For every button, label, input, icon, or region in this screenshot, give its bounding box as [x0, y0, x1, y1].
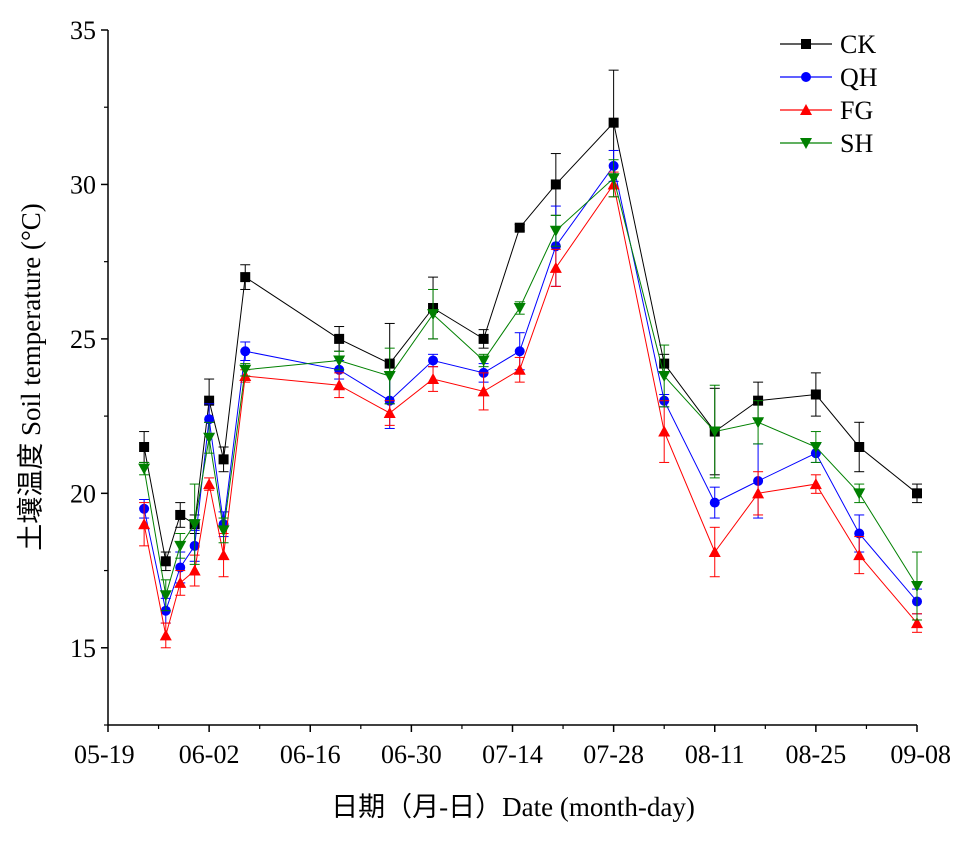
data-point-ck: [334, 333, 345, 344]
data-point-sh: [159, 590, 172, 602]
data-point-fg: [708, 546, 721, 558]
data-point-sh: [188, 519, 201, 531]
series-layer: [138, 69, 923, 649]
x-tick-label: 08-25: [786, 740, 847, 769]
series-sh: [138, 159, 923, 621]
data-point-ck: [218, 454, 229, 465]
data-point-fg: [911, 617, 923, 629]
data-point-fg: [427, 373, 440, 385]
data-point-sh: [427, 309, 440, 321]
data-point-fg: [752, 487, 765, 499]
data-point-fg: [383, 407, 396, 419]
data-point-fg: [513, 363, 526, 375]
data-point-fg: [203, 478, 216, 490]
data-point-sh: [658, 370, 671, 382]
y-tick-label: 35: [70, 16, 96, 45]
y-tick-label: 30: [70, 170, 96, 199]
data-point-sh: [752, 417, 765, 429]
data-point-fg: [549, 261, 562, 273]
data-point-fg: [658, 425, 671, 437]
data-point-ck: [160, 556, 171, 567]
data-point-qh: [204, 414, 215, 425]
data-point-fg: [809, 478, 822, 490]
x-axis-label: 日期（月-日）Date (month-day): [331, 792, 695, 822]
data-point-qh: [428, 355, 439, 366]
legend-marker-sh: [800, 138, 812, 149]
data-point-sh: [853, 488, 866, 500]
data-point-qh: [175, 562, 186, 573]
data-point-fg: [477, 385, 490, 397]
y-tick-label: 20: [70, 479, 96, 508]
data-point-ck: [912, 488, 922, 499]
legend: CK QH FG SH: [780, 30, 878, 158]
legend-marker-fg: [800, 104, 812, 115]
legend-label-fg: FG: [840, 96, 873, 125]
legend-label-ck: CK: [840, 30, 876, 59]
data-point-ck: [514, 222, 525, 233]
data-point-sh: [239, 364, 252, 376]
data-point-sh: [174, 540, 187, 552]
data-point-qh: [514, 346, 525, 357]
data-point-ck: [608, 117, 619, 128]
series-qh: [139, 149, 922, 624]
legend-marker-qh: [801, 72, 811, 82]
data-point-fg: [138, 518, 151, 530]
data-point-ck: [204, 395, 215, 406]
data-point-sh: [607, 173, 620, 185]
data-point-sh: [383, 370, 396, 382]
data-point-sh: [203, 432, 216, 444]
x-tick-label: 05-19: [74, 740, 135, 769]
data-point-sh: [333, 355, 346, 367]
data-point-fg: [333, 379, 346, 391]
data-point-sh: [477, 355, 490, 367]
y-tick-label: 25: [70, 325, 96, 354]
data-point-qh: [240, 346, 251, 357]
series-line-ck: [143, 121, 918, 562]
data-point-fg: [174, 576, 187, 588]
data-point-ck: [175, 509, 186, 520]
x-tick-label: 06-16: [280, 740, 341, 769]
data-point-ck: [139, 442, 150, 452]
x-tick-label: 07-28: [583, 740, 644, 769]
data-point-ck: [854, 442, 865, 452]
series-fg: [138, 171, 923, 649]
series-line-sh: [143, 177, 918, 596]
x-tick-label: 06-30: [381, 740, 442, 769]
x-tick-label: 06-02: [179, 740, 240, 769]
data-point-ck: [550, 179, 561, 190]
data-point-sh: [513, 303, 526, 314]
data-point-fg: [159, 629, 172, 641]
y-axis-label: 土壤温度 Soil temperature (°C): [16, 203, 46, 550]
x-tick-label: 08-11: [685, 740, 745, 769]
data-point-sh: [911, 581, 923, 592]
series-line-fg: [143, 183, 918, 636]
data-point-ck: [240, 272, 251, 283]
y-tick-label: 15: [70, 634, 96, 663]
data-point-fg: [188, 564, 201, 576]
data-point-fg: [217, 549, 230, 561]
x-tick-label: 09-08: [890, 740, 951, 769]
data-point-ck: [810, 389, 821, 400]
series-line-qh: [143, 164, 918, 613]
data-point-sh: [809, 442, 822, 453]
data-point-sh: [138, 463, 151, 475]
data-point-sh: [217, 525, 230, 537]
legend-label-sh: SH: [840, 129, 873, 158]
axes: 15 20 25 30 35 05-19 06-02 06-16 06-30 07-14 07-28…: [70, 16, 951, 769]
data-point-qh: [709, 497, 720, 508]
data-point-ck: [478, 333, 489, 344]
data-point-sh: [549, 225, 562, 237]
data-point-qh: [854, 528, 865, 539]
legend-label-qh: QH: [840, 63, 878, 92]
data-point-fg: [853, 549, 866, 561]
legend-marker-ck: [801, 39, 811, 49]
data-point-sh: [708, 426, 721, 438]
x-tick-label: 07-14: [482, 740, 543, 769]
